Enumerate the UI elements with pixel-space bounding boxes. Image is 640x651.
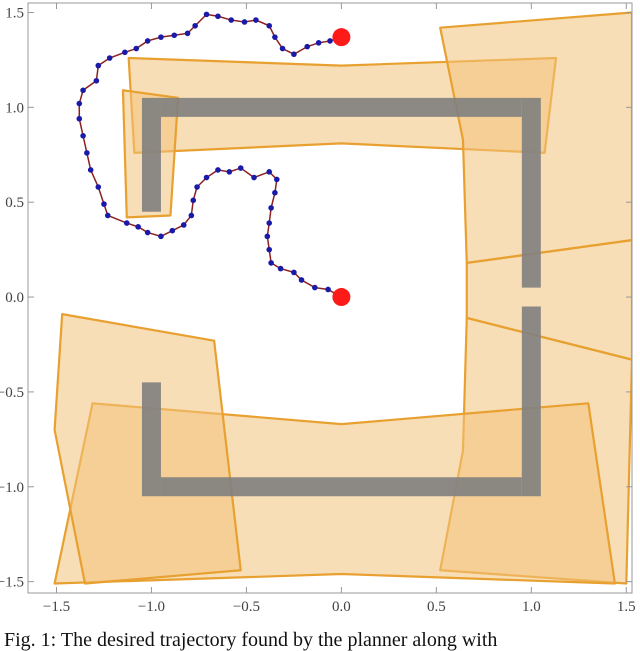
trajectory-point — [268, 205, 274, 211]
trajectory-point — [80, 87, 86, 94]
x-tick-label: −0.5 — [233, 599, 260, 615]
trajectory-point — [203, 174, 210, 181]
trajectory-point — [272, 189, 278, 196]
trajectory-point — [190, 197, 197, 204]
trajectory-point — [241, 19, 248, 25]
caption: Fig. 1: The desired trajectory found by … — [4, 629, 497, 651]
trajectory-point — [76, 115, 83, 122]
trajectory-point — [266, 220, 273, 226]
trajectory-point — [266, 169, 273, 175]
trajectory-point — [93, 77, 100, 84]
trajectory-point — [95, 184, 102, 190]
y-tick-label: 0.5 — [5, 195, 24, 211]
trajectory-point — [144, 229, 151, 236]
trajectory-point — [327, 38, 333, 44]
trajectory-point — [253, 17, 259, 23]
trajectory-point — [274, 176, 280, 183]
trajectory-point — [106, 55, 113, 61]
trajectory-point — [158, 34, 164, 40]
trajectory-point — [171, 32, 178, 39]
trajectory-point — [272, 34, 278, 40]
trajectory-point — [144, 38, 151, 44]
trajectory-point — [315, 40, 322, 46]
trajectory-point — [84, 150, 90, 156]
trajectory-point — [180, 222, 187, 228]
trajectory-point — [188, 212, 195, 219]
trajectory-point — [291, 51, 297, 58]
x-tick-label: 1.0 — [522, 599, 541, 615]
trajectory-point — [135, 224, 141, 230]
trajectory-point — [194, 184, 200, 190]
region — [465, 239, 632, 361]
plot-area — [53, 11, 632, 585]
x-tick-label: 0.5 — [427, 599, 446, 615]
trajectory-point — [277, 265, 284, 272]
y-tick-label: −1.0 — [0, 480, 24, 496]
trajectory-point — [215, 167, 221, 173]
endpoint — [332, 288, 351, 307]
trajectory-point — [298, 277, 305, 283]
trajectory-point — [251, 174, 257, 181]
trajectory-point — [268, 260, 274, 266]
x-tick-label: −1.0 — [138, 599, 165, 615]
trajectory-point — [203, 11, 210, 18]
trajectory-point — [123, 220, 130, 226]
trajectory-point — [279, 45, 286, 52]
trajectory-point — [87, 167, 94, 173]
trajectory-point — [158, 233, 164, 240]
trajectory-point — [228, 17, 235, 23]
trajectory-point — [101, 201, 107, 207]
plot-frame — [27, 2, 633, 594]
trajectory-point — [325, 286, 331, 293]
endpoint — [332, 28, 351, 47]
trajectory-point — [266, 246, 273, 253]
y-tick-label: −0.5 — [0, 385, 24, 401]
trajectory-point — [264, 233, 271, 240]
trajectory-point — [184, 30, 191, 37]
trajectory-point — [169, 227, 176, 234]
y-tick-label: 1.5 — [5, 5, 24, 21]
x-tick-label: 0.0 — [332, 599, 351, 615]
x-tick-label: −1.5 — [43, 599, 70, 615]
x-tick-label: 1.5 — [617, 599, 636, 615]
trajectory-point — [215, 13, 221, 20]
trajectory-point — [95, 62, 102, 69]
trajectory-point — [122, 49, 128, 56]
trajectory-point — [80, 132, 86, 139]
trajectory-point — [312, 284, 318, 291]
trajectory — [78, 13, 342, 298]
trajectory-point — [304, 43, 311, 50]
y-tick-label: 1.0 — [5, 100, 24, 116]
trajectory-point — [192, 22, 198, 29]
trajectory-point — [291, 269, 297, 276]
trajectory-point — [76, 100, 83, 107]
y-tick-label: −1.5 — [0, 575, 24, 591]
y-tick-label: 0.0 — [5, 290, 24, 306]
trajectory-point — [266, 22, 273, 29]
trajectory-point — [226, 169, 233, 175]
trajectory-point — [104, 212, 111, 219]
trajectory-point — [237, 165, 244, 171]
trajectory-point — [133, 45, 140, 52]
